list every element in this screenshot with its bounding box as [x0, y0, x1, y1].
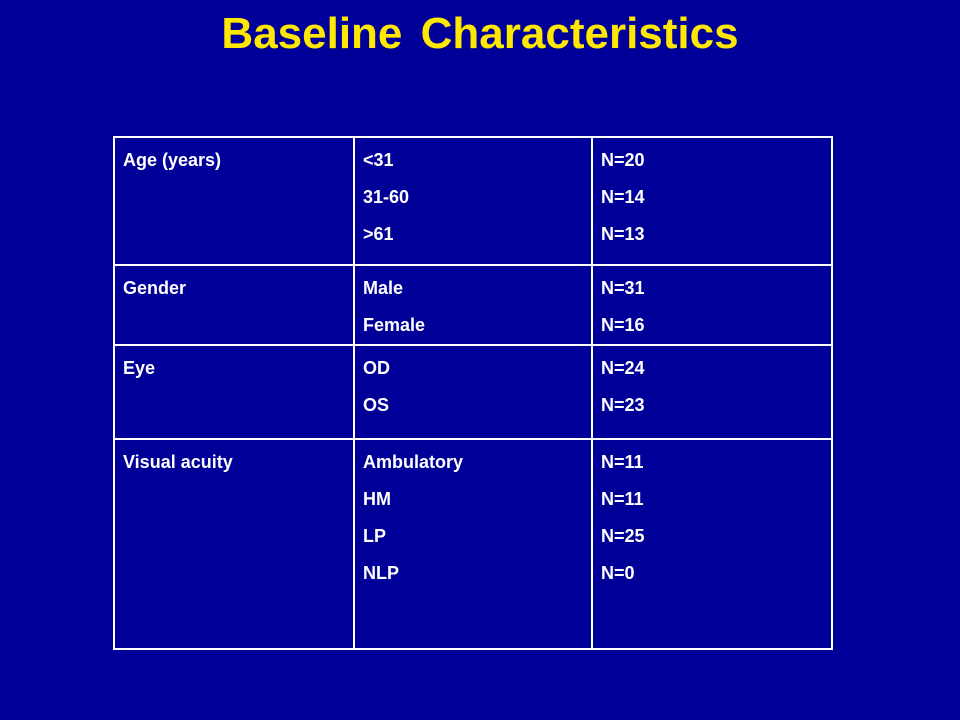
count-item: N=14	[601, 187, 645, 207]
category-item: OS	[363, 395, 390, 415]
table-row-gender: Gender Male Female N=31 N=16	[113, 264, 833, 346]
category-item: Male	[363, 278, 404, 298]
category-cell: Male Female	[353, 264, 593, 346]
count-item: N=23	[601, 395, 645, 415]
category-item: Female	[363, 315, 426, 335]
row-label: Eye	[123, 358, 156, 378]
count-cell: N=11 N=11 N=25 N=0	[591, 438, 833, 650]
count-item: N=20	[601, 150, 645, 170]
category-item: 31-60	[363, 187, 410, 207]
category-item: Ambulatory	[363, 452, 464, 472]
category-item: >61	[363, 224, 394, 244]
count-item: N=11	[601, 452, 644, 472]
category-item: NLP	[363, 563, 399, 583]
count-item: N=11	[601, 489, 644, 509]
count-cell: N=31 N=16	[591, 264, 833, 346]
table-row-visual-acuity: Visual acuity Ambulatory HM LP NLP N=11 …	[113, 438, 833, 650]
row-label: Visual acuity	[123, 452, 233, 472]
count-item: N=25	[601, 526, 645, 546]
count-item: N=0	[601, 563, 635, 583]
row-label-cell: Gender	[113, 264, 355, 346]
count-item: N=31	[601, 278, 645, 298]
category-item: OD	[363, 358, 390, 378]
row-label: Age (years)	[123, 150, 222, 170]
count-item: N=16	[601, 315, 645, 335]
baseline-table: Age (years) <31 31-60 >61 N=20 N=14 N=13…	[113, 136, 833, 650]
row-label-cell: Visual acuity	[113, 438, 355, 650]
count-item: N=13	[601, 224, 645, 244]
category-cell: Ambulatory HM LP NLP	[353, 438, 593, 650]
category-cell: <31 31-60 >61	[353, 136, 593, 266]
row-label: Gender	[123, 278, 187, 298]
row-label-cell: Eye	[113, 344, 355, 440]
category-item: LP	[363, 526, 387, 546]
count-cell: N=20 N=14 N=13	[591, 136, 833, 266]
slide-title: Baseline Characteristics	[221, 9, 739, 58]
count-cell: N=24 N=23	[591, 344, 833, 440]
category-item: HM	[363, 489, 391, 509]
table-row-eye: Eye OD OS N=24 N=23	[113, 344, 833, 440]
table-row-age: Age (years) <31 31-60 >61 N=20 N=14 N=13	[113, 136, 833, 266]
count-item: N=24	[601, 358, 645, 378]
category-cell: OD OS	[353, 344, 593, 440]
category-item: <31	[363, 150, 394, 170]
row-label-cell: Age (years)	[113, 136, 355, 266]
